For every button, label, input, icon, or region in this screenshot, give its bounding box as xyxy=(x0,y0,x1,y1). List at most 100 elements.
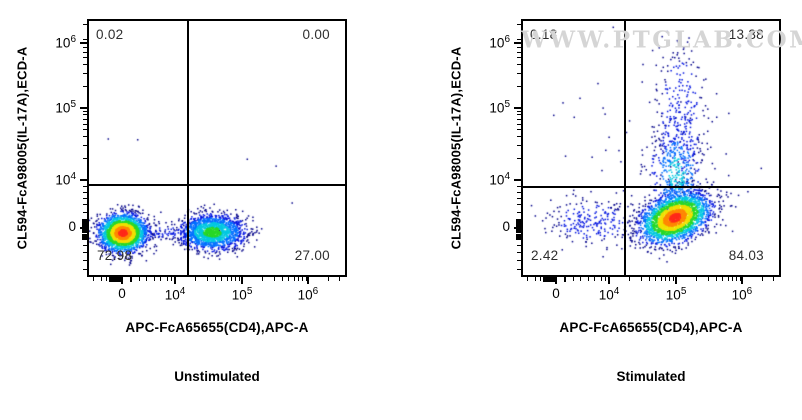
y-axis-minor-tick xyxy=(83,145,87,147)
x-axis-minor-tick xyxy=(545,277,548,282)
y-axis-minor-tick xyxy=(83,157,87,159)
y-axis-major-tick xyxy=(80,179,87,181)
y-axis-tick-label: 104 xyxy=(55,171,76,188)
y-axis-minor-tick xyxy=(83,114,87,116)
panel-caption: Unstimulated xyxy=(174,369,260,384)
y-axis-minor-tick xyxy=(517,136,521,138)
x-axis-minor-tick xyxy=(166,277,168,281)
quadrant-percentage-upper-right: 0.00 xyxy=(302,27,330,42)
y-axis-minor-tick xyxy=(83,197,87,199)
x-axis-minor-tick xyxy=(170,277,172,281)
y-axis-minor-tick xyxy=(517,73,521,75)
x-axis-minor-tick xyxy=(655,277,657,281)
y-axis-minor-tick xyxy=(517,46,521,48)
y-axis-minor-tick xyxy=(82,218,87,221)
x-axis-tick-label: 106 xyxy=(731,286,753,303)
x-axis-minor-tick xyxy=(130,277,133,282)
scatter-canvas xyxy=(523,21,779,275)
x-axis-tick-label: 0 xyxy=(552,286,560,301)
x-axis-minor-tick xyxy=(153,277,155,281)
x-axis-minor-tick xyxy=(146,277,148,281)
x-axis-minor-tick xyxy=(761,277,763,281)
y-axis-tick-label: 0 xyxy=(502,219,510,234)
x-axis-minor-tick xyxy=(604,277,606,281)
x-axis-tick-label: 104 xyxy=(598,286,620,303)
x-axis-major-tick xyxy=(608,277,611,284)
x-axis-minor-tick xyxy=(117,277,120,282)
x-axis-minor-tick xyxy=(526,277,528,281)
y-axis-minor-tick xyxy=(83,191,87,193)
y-axis-minor-tick xyxy=(517,114,521,116)
y-axis-minor-tick xyxy=(517,269,521,271)
x-axis-minor-tick xyxy=(261,277,263,281)
y-axis-minor-tick xyxy=(83,269,87,271)
x-axis-minor-tick xyxy=(594,277,596,281)
quadrant-percentage-lower-left: 2.42 xyxy=(531,248,559,263)
y-axis-minor-tick xyxy=(82,224,87,227)
y-axis-minor-tick xyxy=(83,244,87,246)
y-axis-minor-tick xyxy=(517,197,521,199)
x-axis-minor-tick xyxy=(695,277,697,281)
y-axis-minor-tick xyxy=(83,51,87,53)
quadrant-percentage-lower-right: 27.00 xyxy=(294,248,330,263)
y-axis-minor-tick xyxy=(517,259,521,261)
y-axis-minor-tick xyxy=(517,204,521,206)
y-axis-minor-tick xyxy=(83,86,87,88)
x-axis-tick-label: 104 xyxy=(164,286,186,303)
y-axis-minor-tick xyxy=(517,123,521,125)
y-axis-major-tick xyxy=(514,179,521,181)
x-axis-minor-tick xyxy=(111,277,114,282)
x-axis-major-tick xyxy=(306,277,309,284)
y-axis-major-tick xyxy=(80,107,87,110)
x-axis-minor-tick xyxy=(206,277,208,281)
panel-caption: Stimulated xyxy=(616,369,686,384)
y-axis-minor-tick xyxy=(516,238,521,241)
y-axis-tick-label: 104 xyxy=(489,171,510,188)
y-axis-minor-tick xyxy=(83,39,87,41)
y-axis-minor-tick xyxy=(82,222,87,225)
y-axis-tick-label: 106 xyxy=(489,34,510,51)
x-axis-minor-tick xyxy=(339,277,341,281)
quadrant-percentage-lower-left: 72.98 xyxy=(97,248,133,263)
y-axis-minor-tick xyxy=(83,185,87,187)
x-axis-minor-tick xyxy=(540,277,542,281)
y-axis-minor-tick xyxy=(516,222,521,225)
y-axis-minor-tick xyxy=(517,211,521,213)
y-axis-minor-tick xyxy=(517,39,521,41)
y-axis-minor-tick xyxy=(82,238,87,241)
y-axis-minor-tick xyxy=(82,235,87,238)
ptglab-watermark: WWW.PTGLAB.COM xyxy=(520,26,802,54)
scatter-canvas xyxy=(89,21,345,275)
x-axis-minor-tick xyxy=(727,277,729,281)
x-axis-minor-tick xyxy=(238,277,240,281)
x-axis-minor-tick xyxy=(648,277,650,281)
x-axis-title: APC-FcA65655(CD4),APC-A xyxy=(125,320,309,335)
x-axis-major-tick xyxy=(241,277,244,284)
y-axis-minor-tick xyxy=(82,229,87,232)
y-axis-minor-tick xyxy=(517,42,521,44)
y-axis-minor-tick xyxy=(83,123,87,125)
x-axis-minor-tick xyxy=(194,277,196,281)
y-axis-minor-tick xyxy=(517,64,521,66)
y-axis-minor-tick xyxy=(83,118,87,120)
y-axis-minor-tick xyxy=(83,57,87,59)
y-axis-minor-tick xyxy=(517,191,521,193)
x-axis-minor-tick xyxy=(115,277,118,282)
quadrant-percentage-lower-right: 84.03 xyxy=(728,248,764,263)
x-axis-major-tick xyxy=(740,277,743,284)
scatter-plot-stimulated: 0.18 13.38 2.42 84.03 xyxy=(521,19,781,277)
y-axis-minor-tick xyxy=(517,86,521,88)
x-axis-minor-tick xyxy=(553,277,556,282)
y-axis-minor-tick xyxy=(83,73,87,75)
x-axis-minor-tick xyxy=(214,277,216,281)
y-axis-minor-tick xyxy=(517,118,521,120)
y-axis-minor-tick xyxy=(516,224,521,227)
x-axis-minor-tick xyxy=(551,277,554,282)
x-axis-minor-tick xyxy=(231,277,233,281)
y-axis-minor-tick xyxy=(517,110,521,112)
x-axis-tick-label: 105 xyxy=(665,286,687,303)
x-axis-minor-tick xyxy=(235,277,237,281)
y-axis-major-tick xyxy=(514,107,521,110)
y-axis-tick-label: 105 xyxy=(489,99,510,116)
